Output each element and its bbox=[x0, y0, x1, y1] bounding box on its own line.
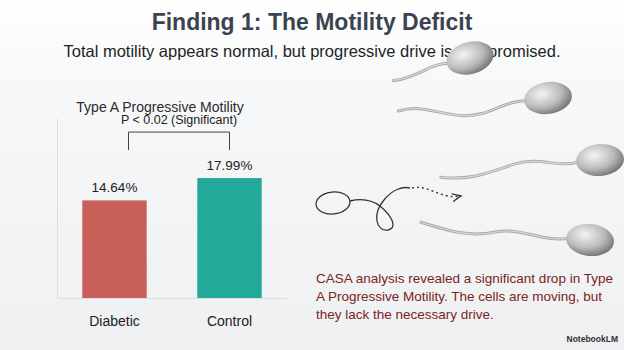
y-axis bbox=[57, 119, 58, 299]
sperm-head bbox=[443, 36, 498, 79]
sperm-head bbox=[564, 222, 615, 259]
slide-title: Finding 1: The Motility Deficit bbox=[152, 9, 473, 35]
sperm-outline bbox=[315, 187, 460, 230]
sperm-tail bbox=[392, 62, 451, 82]
caption: CASA analysis revealed a significant dro… bbox=[316, 271, 613, 322]
data-label: 17.99% bbox=[207, 158, 253, 173]
watermark: NotebookLM bbox=[567, 334, 618, 344]
sperm-tail-highlight bbox=[398, 92, 529, 125]
caption-line: A Progressive Motility. The cells are mo… bbox=[316, 289, 602, 304]
background bbox=[0, 0, 624, 350]
sperm-tail bbox=[420, 222, 570, 245]
sperm-tail bbox=[440, 158, 580, 179]
sperm-cell bbox=[439, 142, 624, 187]
data-label: 14.64% bbox=[92, 180, 138, 195]
sperm-head bbox=[522, 79, 574, 117]
sperm-cell bbox=[419, 206, 615, 258]
dotted-arrow bbox=[412, 187, 460, 196]
sperm-cell bbox=[397, 79, 574, 135]
bar bbox=[197, 178, 261, 298]
sperm-tail-highlight bbox=[392, 62, 451, 82]
x-tick: Control bbox=[207, 298, 252, 329]
annotation: P < 0.02 (Significant) bbox=[121, 113, 237, 127]
x-tick-label: Control bbox=[207, 313, 252, 329]
sperm-illustration bbox=[389, 36, 624, 258]
x-tick: Diabetic bbox=[89, 298, 140, 329]
caption-line: they lack the necessary drive. bbox=[316, 307, 494, 322]
x-axis-line bbox=[58, 298, 288, 299]
bars bbox=[82, 178, 261, 298]
bar bbox=[82, 200, 146, 298]
slide: Finding 1: The Motility DeficitTotal mot… bbox=[0, 0, 624, 350]
outline-tail bbox=[350, 188, 410, 231]
sperm-cell bbox=[389, 36, 498, 94]
caption-line: CASA analysis revealed a significant dro… bbox=[316, 271, 613, 286]
sperm-head bbox=[575, 142, 624, 177]
sperm-tail bbox=[398, 92, 529, 125]
x-tick-label: Diabetic bbox=[89, 313, 140, 329]
significance-bracket bbox=[129, 132, 230, 150]
sperm-tail-highlight bbox=[440, 158, 580, 179]
sperm-tail-highlight bbox=[420, 222, 570, 245]
y-axis-line bbox=[57, 119, 58, 299]
x-axis: Diabetic Control bbox=[58, 298, 288, 329]
outline-head bbox=[315, 190, 351, 215]
